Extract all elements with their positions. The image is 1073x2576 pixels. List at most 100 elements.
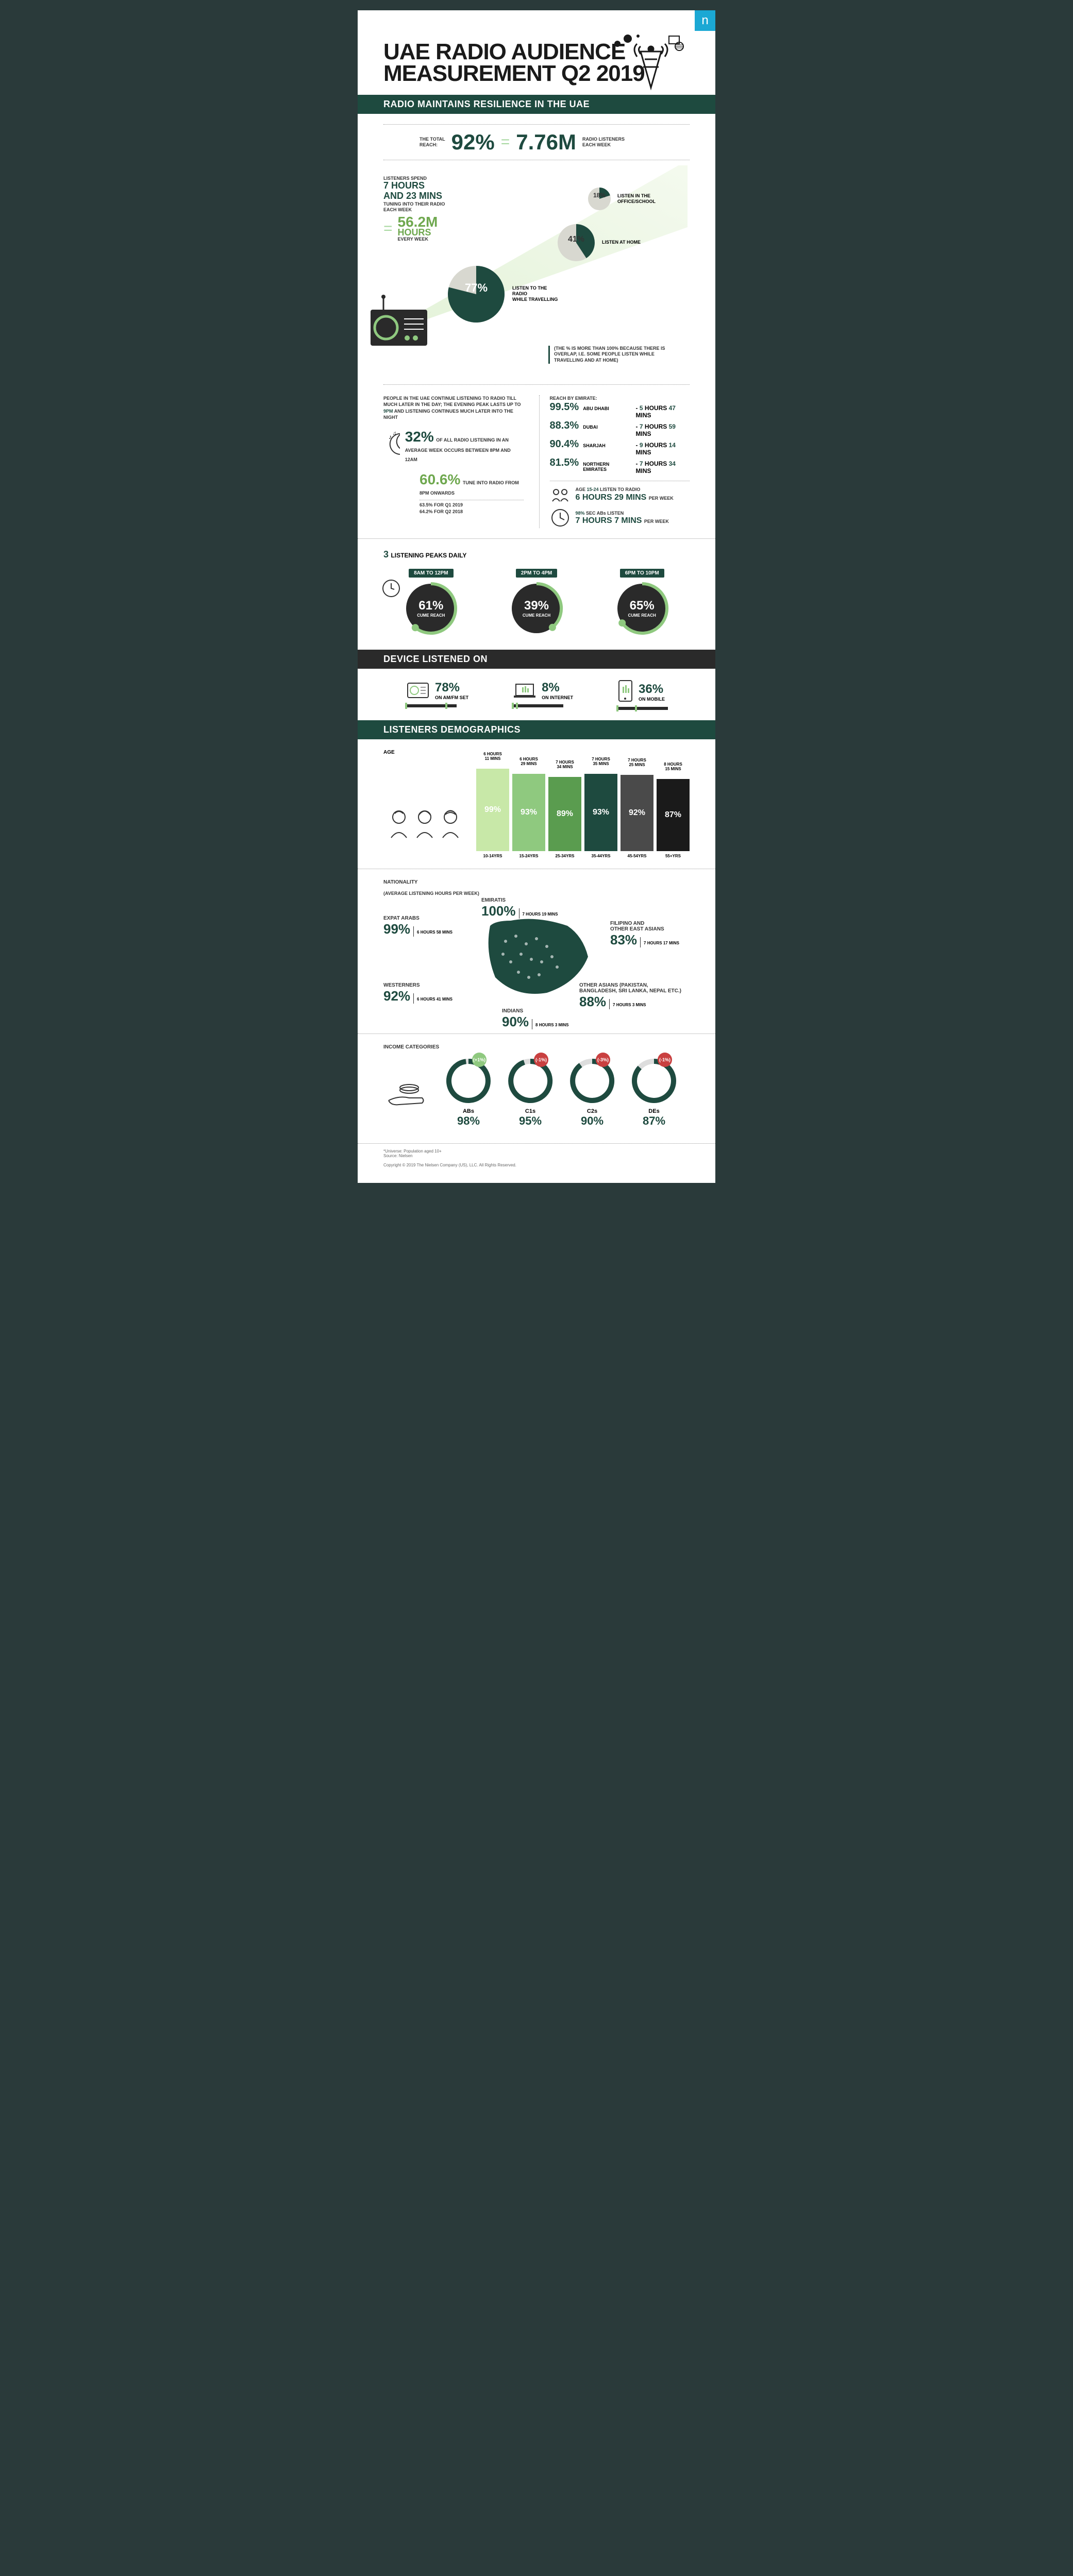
stat-60-sub1: 63.5% FOR Q1 2019: [420, 502, 524, 509]
emirate-list: 99.5% ABU DHABI - 5 HOURS 47 MINS88.3% D…: [550, 401, 690, 474]
age-bar-fill: 99%: [476, 769, 509, 851]
pie-travel: 77% LISTEN TO THE RADIO WHILE TRAVELLING: [445, 263, 559, 325]
svg-text:41%: 41%: [568, 235, 584, 244]
pie-label-travel: LISTEN TO THE RADIO WHILE TRAVELLING: [512, 285, 559, 302]
income-pct: 87%: [631, 1114, 677, 1128]
nation-time: 7 HOURS 19 MINS: [523, 912, 558, 917]
reach-pct: 92%: [451, 130, 495, 155]
reach-label-right: RADIO LISTENERS EACH WEEK: [582, 137, 625, 148]
nation-name: OTHER ASIANS (PAKISTAN, BANGLADESH, SRI …: [579, 982, 681, 994]
mid-section: PEOPLE IN THE UAE CONTINUE LISTENING TO …: [358, 374, 715, 538]
device-item: 8% ON INTERNET: [512, 679, 573, 702]
pie-chart-18: 18%: [586, 186, 612, 212]
device-label: ON INTERNET: [542, 695, 573, 700]
age-bar: 6 HOURS 11 MINS 99% 10-14YRS: [476, 769, 509, 858]
device-label: ON AM/FM SET: [435, 695, 468, 700]
age-bar-fill: 93%: [512, 774, 545, 851]
age-bar-chart: 6 HOURS 11 MINS 99% 10-14YRS6 HOURS 29 M…: [476, 766, 690, 858]
income-donut: (-1%) C1s 95%: [507, 1058, 554, 1128]
income-label: ABs: [445, 1108, 492, 1114]
emirate-row: 90.4% SHARJAH - 9 HOURS 14 MINS: [550, 438, 690, 456]
emirate-pct: 90.4%: [550, 438, 579, 450]
emirate-time: - 7 HOURS 34 MINS: [636, 460, 690, 474]
peak-pct: 61%: [418, 599, 443, 613]
clock-icon: [550, 507, 571, 528]
age-bar-fill: 93%: [584, 774, 617, 851]
age-bar: 7 HOURS 35 MINS 93% 35-44YRS: [584, 774, 617, 858]
nation-name: EXPAT ARABS: [383, 916, 452, 921]
nationality-sub: (AVERAGE LISTENING HOURS PER WEEK): [383, 890, 690, 897]
age-bar-range: 35-44YRS: [592, 854, 611, 858]
device-label: ON MOBILE: [639, 697, 665, 702]
income-badge: (+1%): [472, 1053, 487, 1067]
infographic-page: n UAE RADIO AUDIENCE MEASUREMENT Q2: [358, 10, 715, 1183]
income-donut: (-1%) DEs 87%: [631, 1058, 677, 1128]
nation-name: INDIANS: [502, 1008, 569, 1014]
svg-text:18%: 18%: [593, 192, 606, 199]
income-section: INCOME CATEGORIES (+1%) ABs 98%(-1%) C1s…: [358, 1033, 715, 1143]
moon-icon: ♪ ♫: [383, 429, 400, 460]
age-bar: 7 HOURS 34 MINS 89% 25-34YRS: [548, 777, 581, 858]
nation-pct: 99%: [383, 921, 410, 937]
age-label: AGE: [383, 750, 690, 755]
device-pct: 36%: [639, 682, 665, 697]
age-bar: 6 HOURS 29 MINS 93% 15-24YRS: [512, 774, 545, 858]
stat-32: 32%: [405, 429, 434, 445]
emirate-time: - 5 HOURS 47 MINS: [636, 404, 690, 419]
age-bar-range: 45-54YRS: [628, 854, 647, 858]
emirate-row: 99.5% ABU DHABI - 5 HOURS 47 MINS: [550, 401, 690, 419]
beam-section: LISTENERS SPEND 7 HOURS AND 23 MINS TUNI…: [383, 165, 690, 341]
income-badge: (-1%): [658, 1053, 672, 1067]
svg-text:77%: 77%: [465, 281, 488, 294]
demographics-section: AGE 6 HOURS 11 MINS 99% 10-14YRS6 HOURS …: [358, 739, 715, 869]
nation-item: EMIRATIS 100%7 HOURS 19 MINS: [481, 897, 558, 919]
age-bar-hours: 7 HOURS 25 MINS: [621, 758, 653, 768]
nation-item: EXPAT ARABS 99%6 HOURS 58 MINS: [383, 916, 452, 937]
hours-result-big: 56.2M: [398, 215, 438, 228]
nation-time: 7 HOURS 17 MINS: [644, 941, 679, 945]
peaks-section: 3 LISTENING PEAKS DAILY 8AM TO 12PM 61% …: [358, 538, 715, 650]
reach-label-left: THE TOTAL REACH:: [420, 137, 445, 148]
sec-stat-value: 7 HOURS 7 MINS: [576, 516, 642, 525]
emirate-time: - 9 HOURS 14 MINS: [636, 442, 690, 456]
pie-home: 41% LISTEN AT HOME: [556, 222, 648, 263]
svg-text:♪: ♪: [389, 433, 392, 440]
peak-item: 8AM TO 12PM 61% CUME REACH: [383, 568, 479, 639]
age-bar-fill: 87%: [657, 779, 690, 851]
emirate-heading: REACH BY EMIRATE:: [550, 395, 690, 402]
peaks-heading: 3 LISTENING PEAKS DAILY: [383, 549, 690, 560]
title-line-2: MEASUREMENT Q2 2019: [383, 61, 645, 86]
income-donuts: (+1%) ABs 98%(-1%) C1s 95%(-3%) C2s 90%(…: [445, 1058, 677, 1128]
income-pct: 90%: [569, 1114, 615, 1128]
emirate-pct: 99.5%: [550, 401, 579, 413]
nation-pct: 90%: [502, 1014, 529, 1029]
device-slider: [405, 704, 457, 707]
device-icon: [512, 679, 538, 702]
stat-60-sub2: 64.2% FOR Q2 2018: [420, 509, 524, 515]
pie-office: 18% LISTEN IN THE OFFICE/SCHOOL: [586, 186, 664, 212]
income-pct: 98%: [445, 1114, 492, 1128]
income-donut-chart: [631, 1058, 677, 1104]
people-illustration: [383, 804, 476, 858]
emirate-row: 81.5% NORTHERN EMIRATES - 7 HOURS 34 MIN…: [550, 457, 690, 474]
device-pct: 78%: [435, 681, 468, 695]
nation-name: WESTERNERS: [383, 982, 452, 988]
peak-time: 6PM TO 10PM: [620, 569, 664, 578]
income-badge: (-3%): [596, 1053, 610, 1067]
income-donut-chart: [445, 1058, 492, 1104]
emirate-row: 88.3% DUBAI - 7 HOURS 59 MINS: [550, 420, 690, 437]
nation-pct: 92%: [383, 988, 410, 1004]
emirate-name: ABU DHABI: [583, 406, 631, 411]
nation-pct: 88%: [579, 994, 606, 1009]
right-col: REACH BY EMIRATE: 99.5% ABU DHABI - 5 HO…: [539, 395, 690, 528]
radio-icon: [368, 294, 430, 351]
nation-name: EMIRATIS: [481, 897, 558, 903]
nation-item: INDIANS 90%8 HOURS 3 MINS: [502, 1008, 569, 1030]
pie-label-home: LISTEN AT HOME: [602, 240, 648, 245]
age-bar-hours: 6 HOURS 11 MINS: [476, 752, 509, 761]
peak-sub: CUME REACH: [523, 613, 550, 618]
equals-icon-1: =: [501, 133, 510, 151]
age-stat-value: 6 HOURS 29 MINS: [576, 493, 647, 502]
peak-pct: 65%: [630, 599, 655, 613]
family-icon: [383, 804, 466, 845]
